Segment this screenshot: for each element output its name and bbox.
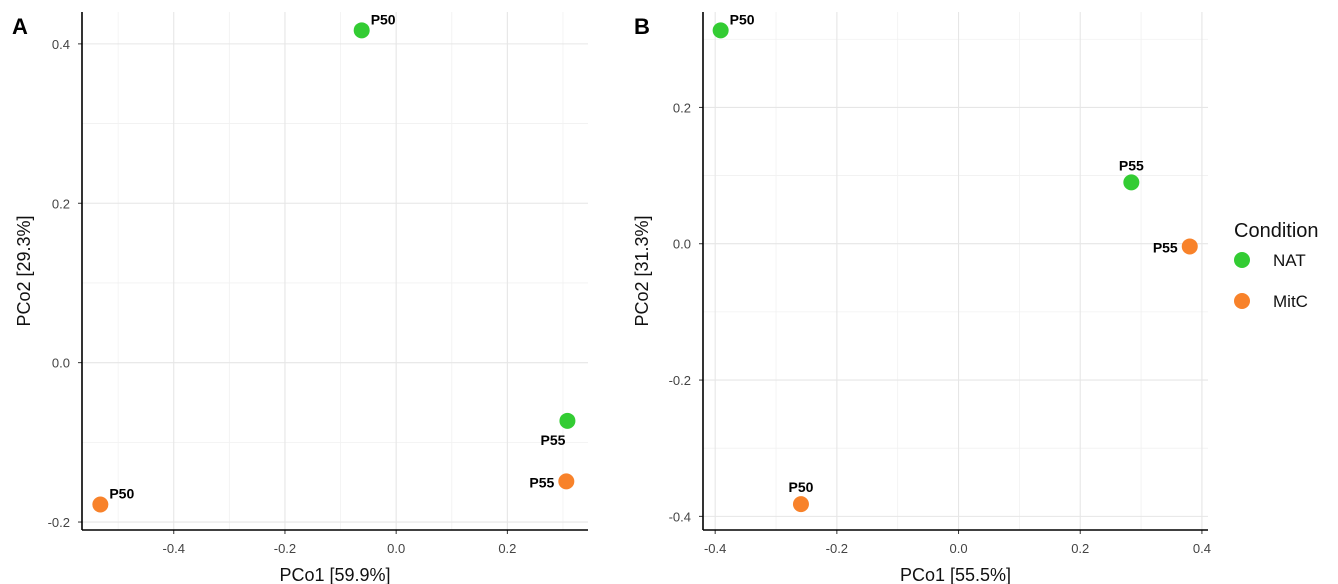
x-tick-label: 0.4 <box>1193 541 1211 556</box>
x-tick-label: 0.0 <box>387 541 405 556</box>
data-point <box>1123 174 1140 191</box>
legend-key <box>1234 293 1250 309</box>
panel-letter: A <box>12 14 28 39</box>
point-label: P55 <box>1153 239 1178 255</box>
y-tick-label: -0.4 <box>669 509 691 524</box>
y-axis-title: PCo2 [31.3%] <box>632 215 652 326</box>
legend-label: NAT <box>1273 251 1306 270</box>
x-tick-label: -0.2 <box>274 541 296 556</box>
y-tick-label: 0.0 <box>673 237 691 252</box>
x-tick-label: 0.0 <box>950 541 968 556</box>
point-label: P55 <box>1119 157 1144 173</box>
point-label: P50 <box>371 11 396 27</box>
point-label: P50 <box>788 479 813 495</box>
data-point <box>353 22 370 39</box>
panel-b: -0.4 -0.2 0.0 0.2 0.4 -0.4 -0.2 0.0 0.2 PCo1 [55.… <box>632 11 1211 584</box>
y-tick-label: 0.0 <box>52 356 70 371</box>
point-label: P55 <box>529 474 554 490</box>
y-axis-title: PCo2 [29.3%] <box>14 215 34 326</box>
y-tick-label: -0.2 <box>48 515 70 530</box>
legend-title: Condition <box>1234 220 1319 242</box>
point-label: P50 <box>730 11 755 27</box>
x-tick-label: -0.4 <box>704 541 726 556</box>
legend-label: MitC <box>1273 292 1308 311</box>
x-tick-label: -0.2 <box>826 541 848 556</box>
data-point <box>712 22 729 39</box>
point-label: P55 <box>541 432 566 448</box>
data-point <box>1181 238 1198 255</box>
data-point <box>792 496 809 513</box>
point-label: P50 <box>109 485 134 501</box>
panel-letter: B <box>634 14 650 39</box>
y-tick-label: 0.2 <box>52 196 70 211</box>
x-axis-title: PCo1 [59.9%] <box>279 565 390 584</box>
x-tick-label: -0.4 <box>163 541 185 556</box>
y-tick-label: 0.4 <box>52 37 70 52</box>
legend-key <box>1234 252 1250 268</box>
x-axis-title: PCo1 [55.5%] <box>900 565 1011 584</box>
x-tick-label: 0.2 <box>498 541 516 556</box>
x-tick-label: 0.2 <box>1071 541 1089 556</box>
data-point <box>559 412 576 429</box>
y-tick-label: -0.2 <box>669 373 691 388</box>
legend: Condition NAT MitC <box>1234 220 1319 311</box>
data-point <box>92 496 109 513</box>
data-point <box>558 473 575 490</box>
panel-a: -0.4 -0.2 0.0 0.2 -0.2 0.0 0.2 0.4 PCo1 [59.9%] P… <box>12 11 588 584</box>
y-tick-label: 0.2 <box>673 100 691 115</box>
